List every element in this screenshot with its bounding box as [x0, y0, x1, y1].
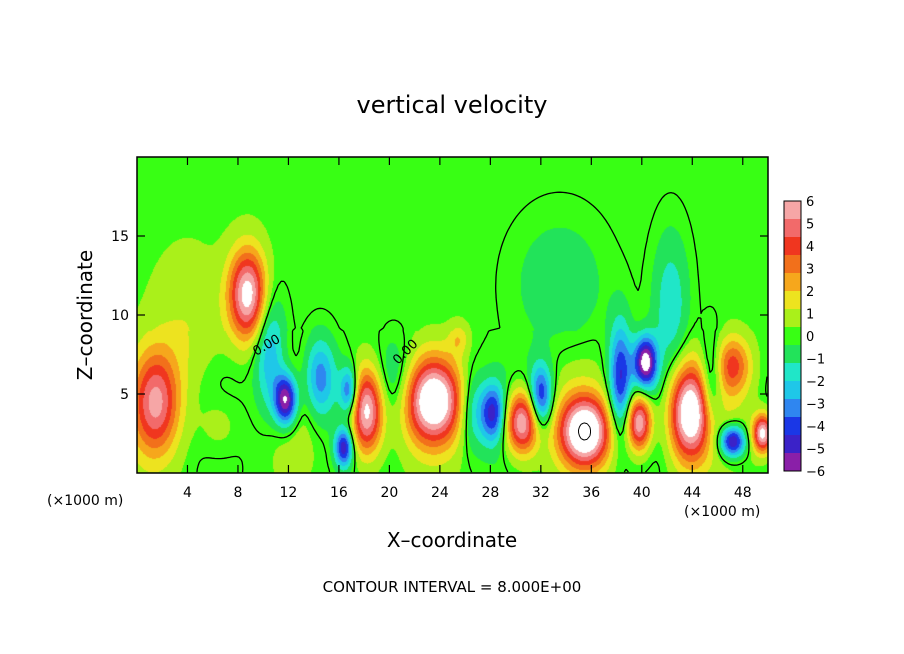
- heatmap-field: [137, 157, 768, 473]
- y-tick-label: 10: [111, 308, 129, 324]
- y-tick-label: 5: [120, 387, 129, 403]
- colorbar-swatch: [784, 255, 801, 274]
- colorbar-tick-label: −5: [806, 443, 825, 458]
- colorbar: 6 5 4 3 2 1 0 −1 −2 −3 −4 −5 −6: [783, 195, 825, 480]
- colorbar-swatch: [784, 435, 801, 454]
- x-tick-label: 28: [481, 485, 499, 501]
- x-axis: 4 8 12 16 20 24 28 32 36 40 44 48: [183, 157, 752, 501]
- colorbar-tick-label: −2: [806, 375, 825, 390]
- colorbar-tick-label: −3: [806, 398, 825, 413]
- colorbar-swatch: [784, 363, 801, 382]
- colorbar-swatch: [784, 381, 801, 400]
- zero-contours: [196, 191, 768, 473]
- colorbar-swatch: [784, 219, 801, 238]
- colorbar-tick-label: 0: [806, 330, 814, 345]
- x-tick-label: 24: [431, 485, 449, 501]
- x-tick-label: 4: [183, 485, 192, 501]
- x-tick-label: 8: [233, 485, 242, 501]
- colorbar-swatch: [784, 273, 801, 292]
- contour-interval-footer: CONTOUR INTERVAL = 8.000E+00: [323, 578, 582, 596]
- x-tick-label: 44: [683, 485, 701, 501]
- colorbar-tick-label: 6: [806, 195, 814, 210]
- x-axis-label: X–coordinate: [387, 528, 517, 552]
- contour-line-positive: [578, 422, 591, 441]
- colorbar-swatch: [784, 417, 801, 436]
- colorbar-tick-label: 1: [806, 308, 814, 323]
- x-tick-label: 16: [330, 485, 348, 501]
- colorbar-swatch: [784, 453, 801, 472]
- colorbar-tick-label: −6: [806, 465, 825, 480]
- contour-line-zero: [196, 191, 768, 473]
- y-axis: 5 10 15: [111, 229, 768, 403]
- x-tick-label: 36: [582, 485, 600, 501]
- colorbar-swatch: [784, 237, 801, 256]
- colorbar-tick-label: −1: [806, 353, 825, 368]
- y-tick-label: 15: [111, 229, 129, 245]
- x-tick-label: 12: [280, 485, 298, 501]
- chart-title: vertical velocity: [357, 91, 548, 119]
- colorbar-swatch: [784, 327, 801, 346]
- x-tick-label: 20: [380, 485, 398, 501]
- x-tick-label: 48: [734, 485, 752, 501]
- colorbar-frame: [783, 200, 802, 472]
- y-axis-label: Z–coordinate: [73, 250, 97, 380]
- colorbar-tick-label: 2: [806, 285, 814, 300]
- x-unit-left: (×1000 m): [47, 493, 123, 509]
- colorbar-swatch: [784, 399, 801, 418]
- colorbar-swatch: [784, 291, 801, 310]
- colorbar-tick-label: 4: [806, 240, 814, 255]
- plot-area: [136, 156, 769, 474]
- colorbar-tick-label: −4: [806, 420, 825, 435]
- x-tick-label: 32: [532, 485, 550, 501]
- x-unit-right: (×1000 m): [684, 504, 760, 520]
- colorbar-swatch: [784, 345, 801, 364]
- colorbar-tick-label: 5: [806, 218, 814, 233]
- colorbar-swatch: [784, 309, 801, 328]
- colorbar-tick-label: 3: [806, 263, 814, 278]
- x-tick-label: 40: [633, 485, 651, 501]
- colorbar-swatch: [784, 201, 801, 220]
